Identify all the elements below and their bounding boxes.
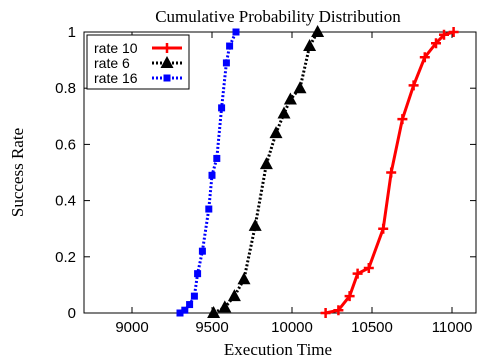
data-point xyxy=(218,300,232,313)
y-tick-label: 0.4 xyxy=(55,193,76,210)
data-point xyxy=(269,126,283,139)
legend-label: rate 16 xyxy=(94,70,138,86)
x-tick-label: 9000 xyxy=(115,319,148,336)
y-tick-label: 0.2 xyxy=(55,249,76,266)
data-point xyxy=(333,305,344,316)
data-point xyxy=(397,114,408,125)
legend-label: rate 6 xyxy=(94,55,130,71)
data-point xyxy=(218,104,226,112)
data-point xyxy=(227,289,241,302)
data-point xyxy=(320,308,331,318)
data-point xyxy=(207,306,221,318)
x-tick-label: 11000 xyxy=(432,319,473,336)
data-point xyxy=(176,309,184,317)
data-point xyxy=(198,247,206,255)
data-point xyxy=(213,154,221,162)
data-point xyxy=(226,42,234,50)
data-point xyxy=(232,28,240,36)
data-point xyxy=(205,205,213,213)
data-point xyxy=(363,263,374,274)
chart-title: Cumulative Probability Distribution xyxy=(155,7,401,26)
legend-swatch-marker xyxy=(160,56,174,68)
data-point xyxy=(293,81,307,94)
series-2 xyxy=(207,25,325,318)
data-point xyxy=(303,39,317,52)
data-point xyxy=(259,157,273,170)
x-axis-label: Execution Time xyxy=(224,340,332,359)
data-point xyxy=(386,167,397,178)
data-point xyxy=(190,292,198,300)
legend-item: rate 6 xyxy=(94,55,182,71)
x-tick-label: 10000 xyxy=(271,319,313,336)
data-point xyxy=(194,270,202,278)
data-point xyxy=(431,38,441,49)
data-point xyxy=(222,59,230,67)
series-3 xyxy=(176,28,240,317)
series-line xyxy=(212,31,319,315)
legend-label: rate 10 xyxy=(94,40,138,56)
data-point xyxy=(378,223,389,234)
data-point xyxy=(237,272,251,285)
y-axis-label: Success Rate xyxy=(8,128,27,217)
y-tick-label: 0 xyxy=(68,305,76,322)
legend-swatch-marker xyxy=(162,43,172,53)
y-tick-label: 0.8 xyxy=(55,80,76,97)
data-point xyxy=(408,80,419,91)
data-point xyxy=(277,106,291,119)
legend-item: rate 16 xyxy=(94,70,182,86)
data-point xyxy=(352,268,363,279)
data-point xyxy=(439,29,449,40)
data-point xyxy=(208,171,216,179)
legend-item: rate 10 xyxy=(94,40,182,56)
y-tick-label: 1 xyxy=(68,24,76,41)
legend-swatch-marker xyxy=(163,74,171,82)
data-point xyxy=(311,25,325,37)
data-point xyxy=(344,291,355,302)
x-tick-label: 10500 xyxy=(351,319,393,336)
series-1 xyxy=(320,27,459,318)
plot-frame xyxy=(83,31,477,314)
data-point xyxy=(448,27,459,37)
data-point xyxy=(181,306,189,314)
data-point xyxy=(419,52,430,63)
x-tick-label: 9500 xyxy=(195,319,228,336)
axis-ticks: 9000 9500 10000 10500 11000 0 0.2 0.4 0.6 0.8 1 xyxy=(55,24,476,336)
data-point xyxy=(283,92,297,105)
data-point xyxy=(248,218,262,231)
data-point xyxy=(186,301,194,309)
y-tick-label: 0.6 xyxy=(55,136,76,153)
series-layer xyxy=(176,25,459,318)
